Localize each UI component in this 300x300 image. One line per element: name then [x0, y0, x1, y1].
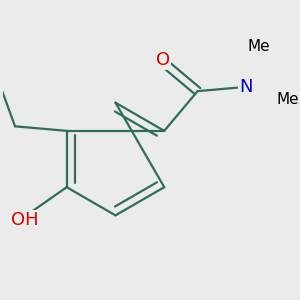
Text: N: N	[239, 78, 253, 96]
Text: Me: Me	[277, 92, 299, 107]
Text: OH: OH	[11, 211, 39, 229]
Text: O: O	[156, 51, 170, 69]
Text: Me: Me	[247, 39, 270, 54]
